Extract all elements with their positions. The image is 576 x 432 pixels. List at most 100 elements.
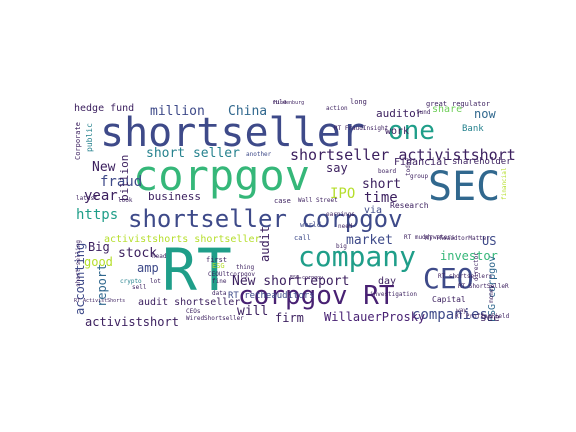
cloud-word: ESG corpgov (290, 275, 323, 281)
cloud-word: great (426, 100, 447, 108)
cloud-word: earnings (326, 211, 355, 218)
cloud-word: world (300, 221, 321, 229)
cloud-word: crypto (120, 278, 142, 285)
cloud-word: investor (440, 249, 498, 263)
cloud-word: shortseller activistshort (290, 146, 516, 164)
cloud-word: billion (118, 155, 131, 201)
cloud-word: case (274, 197, 291, 205)
cloud-word: call (294, 234, 311, 242)
cloud-word: activistshort (85, 315, 179, 329)
cloud-word: audit (258, 226, 272, 262)
cloud-word: RT retheauditors (228, 291, 315, 301)
cloud-word: head (152, 253, 167, 260)
cloud-word: Capital (432, 295, 466, 304)
cloud-word: rule (272, 99, 287, 106)
cloud-word: corpgov (133, 151, 310, 200)
cloud-word: big (336, 243, 347, 250)
cloud-word: financial (501, 167, 508, 200)
cloud-word: time (364, 190, 398, 206)
cloud-word: group (410, 173, 428, 180)
cloud-word: today (405, 158, 412, 176)
cloud-word: data (212, 290, 227, 297)
cloud-word: accounting (73, 243, 87, 315)
cloud-word: investigation (370, 291, 417, 298)
cloud-word: shortseller corpgov (128, 205, 403, 233)
cloud-word: shareholder (452, 157, 512, 167)
cloud-word: look (118, 197, 133, 204)
cloud-word: https (76, 207, 118, 223)
cloud-word: now (474, 107, 496, 121)
cloud-word: good (84, 255, 113, 269)
cloud-word: RT TheaudtorMatter (425, 235, 490, 242)
cloud-word: China (228, 104, 267, 119)
cloud-word: Financial (394, 157, 448, 168)
cloud-word: RT ProffesField (455, 313, 510, 320)
cloud-word: shortseller (100, 110, 365, 156)
cloud-word: via (364, 205, 382, 216)
cloud-word: one (388, 116, 435, 146)
cloud-word: report (95, 264, 109, 307)
cloud-word: board (378, 168, 396, 175)
cloud-word: firm (275, 311, 304, 325)
cloud-word: activistshorts shortseller (104, 234, 261, 245)
cloud-word: Big (88, 240, 110, 254)
cloud-word: will (237, 304, 268, 319)
cloud-word: CEO (423, 262, 474, 295)
cloud-word: New (92, 160, 116, 175)
cloud-word: business (148, 190, 201, 203)
cloud-word: CEOs (186, 308, 201, 315)
cloud-word: money (488, 285, 495, 303)
cloud-word: short selling (75, 240, 82, 287)
cloud-word: New shortreport (232, 274, 349, 289)
cloud-word: public (85, 123, 94, 152)
cloud-word: sell (132, 284, 147, 291)
cloud-word: work (385, 126, 409, 137)
cloud-word: market (346, 233, 393, 248)
cloud-word: fraud (100, 174, 142, 190)
cloud-word: audit shortseller (138, 297, 240, 308)
cloud-word: another (246, 151, 272, 158)
cloud-word: RT FraudInsight (334, 125, 389, 132)
cloud-word: regulator (452, 100, 490, 108)
cloud-word: RT muddywaters (404, 234, 455, 241)
cloud-word: hedge fund (74, 103, 134, 114)
cloud-word: corpgov RT (238, 281, 395, 311)
cloud-word: see (480, 311, 500, 324)
cloud-word: RT ShortSelleR (458, 283, 509, 290)
cloud-word: company (298, 240, 416, 273)
cloud-word: year (84, 188, 118, 204)
cloud-word: SEC (428, 164, 500, 210)
cloud-word: US (482, 234, 496, 248)
cloud-word: Wall Street (298, 197, 338, 204)
cloud-word: fine (212, 278, 227, 285)
cloud-word: million (150, 104, 205, 119)
cloud-word: RT shortsellers (438, 273, 493, 280)
cloud-word: first (206, 256, 227, 264)
cloud-word: lot (150, 278, 161, 285)
cloud-word: RT (162, 236, 232, 304)
cloud-word: say (326, 161, 348, 175)
cloud-word: IPO (330, 186, 355, 202)
cloud-word: ESG corpgov (487, 256, 498, 322)
cloud-word: WiredShortseller (186, 315, 244, 322)
cloud-word: RT ActivistShorts (74, 298, 125, 304)
cloud-word: latest (76, 195, 98, 202)
cloud-word: thing (236, 264, 254, 271)
cloud-word: Bank (462, 124, 484, 134)
cloud-word: short (362, 177, 401, 192)
cloud-word: stock (118, 246, 157, 261)
cloud-word: share (432, 104, 462, 115)
cloud-word: ESG (212, 262, 225, 270)
cloud-word: need (338, 223, 353, 230)
cloud-word: action (326, 105, 348, 112)
cloud-word: Hindenburg (274, 100, 304, 106)
cloud-word: CEOUltcorpgov (208, 271, 255, 278)
cloud-word: Corporate (74, 122, 82, 160)
cloud-word: short seller (146, 146, 240, 161)
cloud-word: fund (416, 109, 431, 116)
cloud-word: auditor (376, 107, 423, 120)
cloud-word: companies (412, 307, 488, 323)
cloud-word: Research (390, 201, 429, 210)
